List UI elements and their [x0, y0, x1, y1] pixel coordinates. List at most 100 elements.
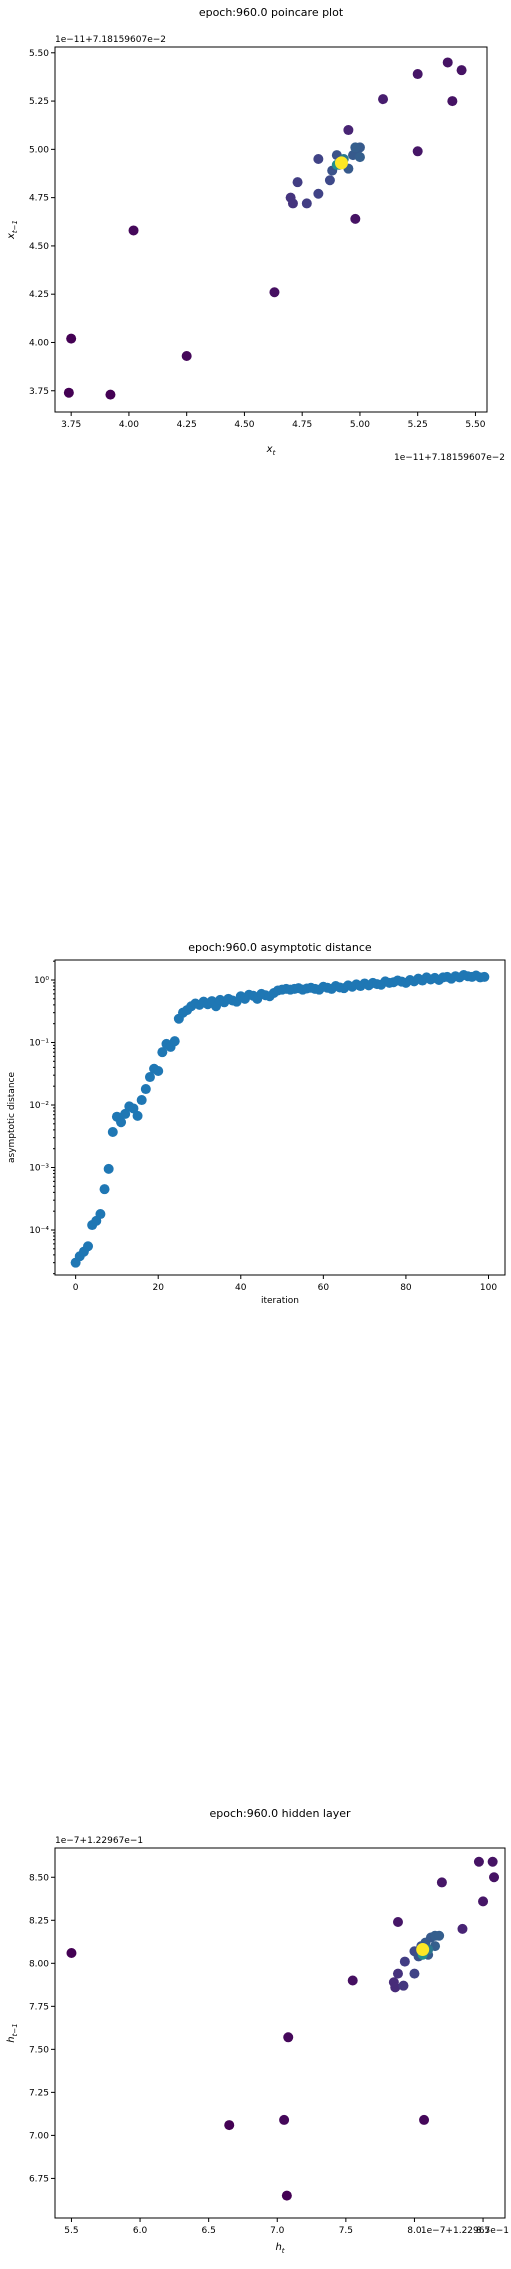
x-tick-label: 7.0	[270, 2226, 285, 2236]
y-tick-label: 10⁻⁴	[29, 1226, 49, 1236]
data-point	[313, 188, 324, 199]
y-axis-label: ht−1	[6, 2023, 19, 2042]
data-point	[301, 198, 312, 209]
data-point	[279, 2114, 290, 2125]
data-point	[416, 1943, 430, 1957]
y-tick-label: 7.50	[29, 2045, 49, 2055]
x-tick-label: 6.0	[133, 2226, 148, 2236]
data-point	[457, 1923, 468, 1934]
y-tick-label: 8.00	[29, 1959, 49, 1969]
x-tick-label: 40	[235, 1283, 247, 1293]
data-point	[398, 1980, 409, 1991]
data-point	[144, 1072, 155, 1083]
data-point	[409, 1968, 420, 1979]
x-tick-label: 4.75	[292, 420, 312, 430]
x-tick-label: 4.50	[234, 420, 254, 430]
data-point	[442, 57, 453, 68]
chart-title: epoch:960.0 poincare plot	[199, 6, 344, 19]
x-tick-label: 7.5	[339, 2226, 353, 2236]
x-tick-label: 4.25	[177, 420, 197, 430]
data-point	[66, 333, 77, 344]
x-tick-label: 0	[73, 1283, 79, 1293]
data-point	[63, 387, 74, 398]
y-tick-label: 3.75	[29, 387, 49, 397]
data-point	[128, 225, 139, 236]
y-offset-label: 1e−11+7.18159607e−2	[55, 35, 166, 45]
data-point	[153, 1065, 164, 1076]
hidden-layer-chart: epoch:960.0 hidden layer 1e−7+1.22967e−1 1…	[6, 1807, 509, 2255]
data-point	[269, 287, 280, 298]
y-tick-label: 8.50	[29, 1873, 49, 1883]
y-tick-label: 7.00	[29, 2131, 49, 2141]
data-point	[489, 1872, 500, 1883]
y-tick-label: 4.25	[29, 290, 49, 300]
y-tick-label: 4.00	[29, 338, 49, 348]
y-offset-label: 1e−7+1.22967e−1	[55, 1836, 143, 1846]
x-tick-label: 60	[318, 1283, 330, 1293]
x-tick-label: 5.5	[64, 2226, 78, 2236]
data-point	[116, 1117, 127, 1128]
data-point	[487, 1856, 498, 1867]
asymptotic-distance-chart: epoch:960.0 asymptotic distance 0 20 40 60 80…	[7, 941, 506, 1306]
data-point	[434, 1930, 445, 1941]
y-tick-label: 10⁰	[34, 976, 49, 986]
x-tick-label: 8.5	[476, 2226, 490, 2236]
data-point	[334, 156, 348, 170]
data-point	[378, 94, 389, 105]
data-point	[324, 175, 335, 186]
y-tick-label: 5.25	[29, 97, 49, 107]
data-point	[103, 1163, 114, 1174]
x-axis-label: ht	[275, 2242, 284, 2255]
x-axis-label: iteration	[261, 1296, 299, 1306]
x-tick-label: 6.5	[201, 2226, 215, 2236]
y-axis-label: asymptotic distance	[7, 1072, 17, 1163]
data-point	[99, 1184, 110, 1195]
data-point	[436, 1877, 447, 1888]
data-point	[412, 146, 423, 157]
x-tick-label: 5.00	[350, 420, 370, 430]
data-point	[478, 1896, 489, 1907]
x-offset-label: 1e−7+1.22967e−1	[421, 2226, 509, 2236]
data-point	[140, 1084, 151, 1095]
x-tick-label: 100	[480, 1283, 497, 1293]
data-point	[292, 177, 303, 188]
data-point	[281, 2190, 292, 2201]
plot-frame	[54, 959, 506, 1276]
data-point	[283, 2032, 294, 2043]
poincare-chart: epoch:960.0 poincare plot 1e−11+7.1815960…	[6, 6, 505, 463]
y-tick-label: 5.50	[29, 49, 49, 59]
data-point	[447, 96, 458, 107]
y-tick-label: 6.75	[29, 2174, 49, 2184]
data-point	[392, 1917, 403, 1927]
data-point	[354, 152, 365, 163]
data-point	[132, 1110, 143, 1121]
x-axis-label: xt	[266, 444, 276, 457]
x-tick-label: 3.75	[61, 420, 81, 430]
data-point	[120, 1108, 131, 1119]
y-tick-label: 7.25	[29, 2088, 49, 2098]
data-point	[456, 65, 467, 76]
data-point	[390, 1982, 401, 1993]
data-point	[128, 1103, 139, 1114]
data-point	[399, 1956, 410, 1967]
x-tick-label: 8.0	[407, 2226, 422, 2236]
data-point	[313, 154, 324, 165]
chart-title: epoch:960.0 asymptotic distance	[188, 941, 372, 954]
data-point	[105, 389, 116, 400]
x-tick-label: 20	[152, 1283, 164, 1293]
chart-title: epoch:960.0 hidden layer	[209, 1807, 350, 1820]
y-tick-label: 4.50	[29, 242, 49, 252]
x-tick-label: 80	[400, 1283, 412, 1293]
x-tick-label: 4.00	[119, 420, 139, 430]
y-tick-label: 4.75	[29, 194, 49, 204]
data-point	[347, 1975, 358, 1986]
data-point	[224, 2120, 235, 2131]
data-point	[136, 1095, 147, 1106]
data-point	[287, 198, 298, 209]
data-point	[95, 1209, 106, 1220]
data-point	[181, 350, 192, 361]
data-point	[83, 1241, 94, 1252]
y-axis-label: xt−1	[6, 220, 19, 240]
y-tick-label: 5.00	[29, 145, 49, 155]
y-tick-label: 8.25	[29, 1916, 49, 1926]
